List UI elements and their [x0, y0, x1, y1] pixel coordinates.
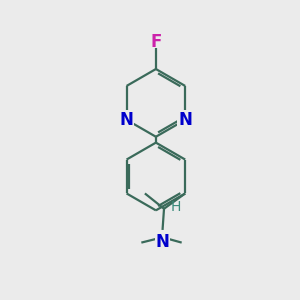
Text: H: H: [170, 200, 181, 214]
Text: N: N: [178, 111, 192, 129]
Text: F: F: [150, 33, 162, 51]
Text: N: N: [120, 111, 134, 129]
Text: N: N: [156, 233, 170, 251]
